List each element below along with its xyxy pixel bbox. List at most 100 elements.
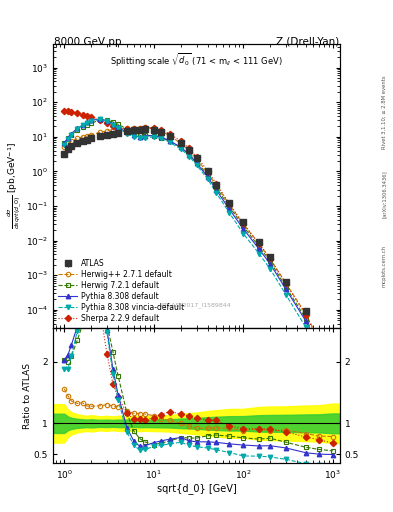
- Herwig 7.2.1 default: [178, 144, 183, 151]
- Herwig 7.2.1 default: [62, 140, 66, 146]
- Herwig 7.2.1 default: [110, 119, 115, 125]
- Sherpa 2.2.9 default: [178, 138, 183, 144]
- Herwig++ 2.7.1 default: [167, 133, 172, 139]
- Sherpa 2.2.9 default: [317, 338, 321, 344]
- Sherpa 2.2.9 default: [268, 255, 273, 262]
- Herwig++ 2.7.1 default: [138, 124, 142, 131]
- Pythia 8.308 default: [178, 144, 183, 151]
- Herwig 7.2.1 default: [97, 117, 102, 123]
- Herwig++ 2.7.1 default: [132, 125, 136, 131]
- Herwig 7.2.1 default: [268, 259, 273, 265]
- Pythia 8.308 vincia-default: [167, 139, 172, 145]
- Pythia 8.308 vincia-default: [227, 210, 232, 216]
- Pythia 8.308 vincia-default: [194, 162, 199, 168]
- Sherpa 2.2.9 default: [80, 112, 85, 118]
- Pythia 8.308 vincia-default: [143, 135, 147, 141]
- Pythia 8.308 vincia-default: [214, 190, 219, 196]
- Herwig++ 2.7.1 default: [80, 134, 85, 140]
- Pythia 8.308 vincia-default: [80, 122, 85, 129]
- Herwig++ 2.7.1 default: [97, 130, 102, 136]
- Pythia 8.308 vincia-default: [178, 146, 183, 152]
- Herwig 7.2.1 default: [69, 132, 74, 138]
- Pythia 8.308 default: [125, 130, 129, 136]
- Pythia 8.308 vincia-default: [158, 135, 163, 141]
- Herwig 7.2.1 default: [143, 132, 147, 138]
- Pythia 8.308 default: [132, 133, 136, 139]
- Pythia 8.308 vincia-default: [138, 135, 142, 141]
- Sherpa 2.2.9 default: [227, 201, 232, 207]
- Text: [arXiv:1306.3436]: [arXiv:1306.3436]: [382, 170, 387, 219]
- Pythia 8.308 default: [214, 187, 219, 193]
- Sherpa 2.2.9 default: [125, 126, 129, 132]
- Pythia 8.308 vincia-default: [205, 176, 210, 182]
- Sherpa 2.2.9 default: [97, 117, 102, 123]
- Pythia 8.308 default: [80, 122, 85, 128]
- Pythia 8.308 vincia-default: [241, 230, 246, 237]
- Herwig++ 2.7.1 default: [303, 311, 308, 317]
- Herwig++ 2.7.1 default: [178, 140, 183, 146]
- Herwig++ 2.7.1 default: [194, 156, 199, 162]
- Herwig++ 2.7.1 default: [151, 125, 156, 131]
- Herwig++ 2.7.1 default: [116, 126, 121, 133]
- Legend: ATLAS, Herwig++ 2.7.1 default, Herwig 7.2.1 default, Pythia 8.308 default, Pythi: ATLAS, Herwig++ 2.7.1 default, Herwig 7.…: [57, 258, 186, 324]
- Pythia 8.308 default: [105, 118, 109, 124]
- Sherpa 2.2.9 default: [85, 113, 90, 119]
- Herwig 7.2.1 default: [167, 138, 172, 144]
- Herwig 7.2.1 default: [317, 342, 321, 348]
- Pythia 8.308 vincia-default: [66, 136, 70, 142]
- Pythia 8.308 vincia-default: [284, 292, 288, 298]
- Herwig++ 2.7.1 default: [62, 144, 66, 151]
- Herwig 7.2.1 default: [85, 122, 90, 128]
- Pythia 8.308 default: [62, 140, 66, 146]
- Herwig 7.2.1 default: [75, 127, 80, 133]
- Pythia 8.308 vincia-default: [89, 118, 94, 124]
- Herwig 7.2.1 default: [303, 316, 308, 322]
- Pythia 8.308 vincia-default: [187, 154, 192, 160]
- Herwig++ 2.7.1 default: [66, 140, 70, 146]
- Pythia 8.308 default: [116, 124, 121, 131]
- Herwig 7.2.1 default: [214, 185, 219, 191]
- Pythia 8.308 vincia-default: [268, 266, 273, 272]
- Sherpa 2.2.9 default: [143, 125, 147, 132]
- Pythia 8.308 vincia-default: [303, 325, 308, 331]
- Pythia 8.308 vincia-default: [116, 125, 121, 131]
- Herwig 7.2.1 default: [151, 133, 156, 139]
- Herwig++ 2.7.1 default: [205, 169, 210, 176]
- Pythia 8.308 default: [331, 371, 335, 377]
- Herwig++ 2.7.1 default: [227, 202, 232, 208]
- Line: Herwig 7.2.1 default: Herwig 7.2.1 default: [62, 118, 335, 375]
- Herwig 7.2.1 default: [125, 126, 129, 132]
- Sherpa 2.2.9 default: [105, 120, 109, 126]
- Herwig 7.2.1 default: [241, 223, 246, 229]
- Sherpa 2.2.9 default: [62, 108, 66, 114]
- Sherpa 2.2.9 default: [110, 123, 115, 129]
- Pythia 8.308 vincia-default: [125, 131, 129, 137]
- Herwig 7.2.1 default: [227, 204, 232, 210]
- Sherpa 2.2.9 default: [257, 241, 261, 247]
- Herwig++ 2.7.1 default: [214, 183, 219, 189]
- Pythia 8.308 default: [194, 160, 199, 166]
- Text: mcplots.cern.ch: mcplots.cern.ch: [382, 245, 387, 287]
- Herwig++ 2.7.1 default: [284, 281, 288, 287]
- Herwig++ 2.7.1 default: [143, 124, 147, 131]
- Herwig++ 2.7.1 default: [75, 135, 80, 141]
- Y-axis label: $\frac{d\sigma}{dsqrt(d\_0)}$ [pb,GeV$^{-1}$]: $\frac{d\sigma}{dsqrt(d\_0)}$ [pb,GeV$^{…: [6, 142, 24, 229]
- Pythia 8.308 default: [187, 152, 192, 158]
- Pythia 8.308 default: [69, 131, 74, 137]
- Sherpa 2.2.9 default: [194, 154, 199, 160]
- Herwig 7.2.1 default: [138, 131, 142, 137]
- Text: Z (Drell-Yan): Z (Drell-Yan): [276, 37, 339, 47]
- Sherpa 2.2.9 default: [151, 125, 156, 132]
- Herwig 7.2.1 default: [66, 135, 70, 141]
- Herwig 7.2.1 default: [89, 120, 94, 126]
- Pythia 8.308 default: [167, 138, 172, 144]
- Herwig++ 2.7.1 default: [158, 127, 163, 134]
- Pythia 8.308 default: [66, 135, 70, 141]
- Pythia 8.308 default: [75, 125, 80, 132]
- Text: 8000 GeV pp: 8000 GeV pp: [54, 37, 121, 47]
- Pythia 8.308 default: [158, 134, 163, 140]
- Herwig++ 2.7.1 default: [241, 221, 246, 227]
- Sherpa 2.2.9 default: [66, 108, 70, 114]
- Pythia 8.308 vincia-default: [85, 120, 90, 126]
- Herwig++ 2.7.1 default: [89, 132, 94, 138]
